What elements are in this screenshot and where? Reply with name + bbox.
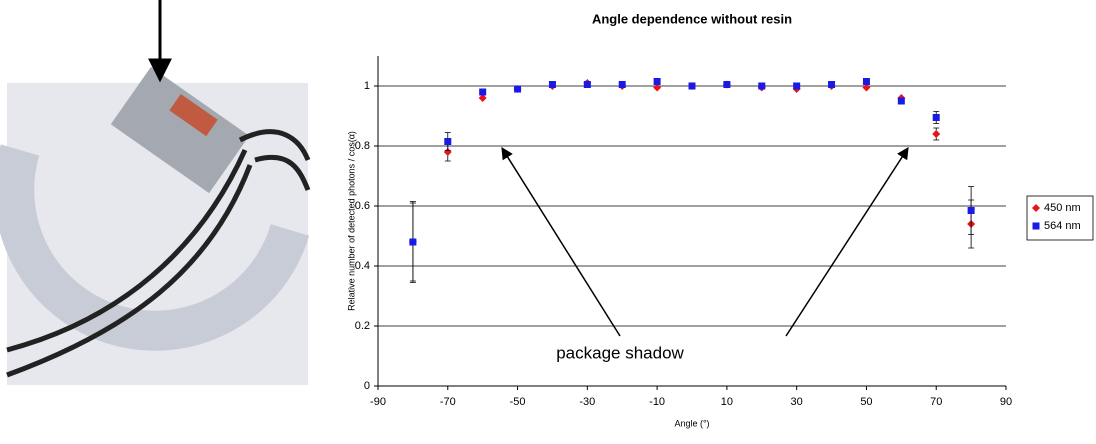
data-point xyxy=(932,130,941,138)
data-point xyxy=(897,97,905,105)
x-tick-label: 90 xyxy=(1000,396,1012,408)
x-tick-label: -10 xyxy=(649,396,665,408)
y-tick-label: 0 xyxy=(364,380,370,392)
data-point xyxy=(862,78,870,85)
legend-label: 450 nm xyxy=(1044,202,1081,214)
data-point xyxy=(478,94,487,102)
data-point xyxy=(548,81,556,88)
data-point xyxy=(479,88,487,96)
data-point xyxy=(862,83,871,92)
x-tick-label: -30 xyxy=(579,396,595,408)
data-point xyxy=(758,82,766,90)
y-tick-label: 0.6 xyxy=(355,200,370,212)
data-point xyxy=(514,85,522,93)
x-tick-label: -50 xyxy=(510,396,526,408)
data-point xyxy=(688,82,696,90)
data-point xyxy=(653,78,661,85)
legend-marker xyxy=(1032,222,1040,230)
annotation: package shadow xyxy=(556,343,684,362)
annotation-arrow xyxy=(501,146,621,337)
y-tick-label: 1 xyxy=(364,80,370,92)
data-point xyxy=(443,148,452,156)
x-axis-label: Angle (°) xyxy=(674,418,709,428)
y-tick-label: 0.8 xyxy=(355,140,370,152)
chart-title: Angle dependence without resin xyxy=(592,11,792,26)
y-axis-label: Relative number of detected photons / co… xyxy=(346,131,356,311)
data-point xyxy=(932,114,940,121)
annotation-arrow xyxy=(785,146,909,337)
photo xyxy=(0,66,311,385)
x-tick-label: 30 xyxy=(791,396,803,408)
y-tick-label: 0.2 xyxy=(355,320,370,332)
data-point xyxy=(409,238,417,246)
data-point xyxy=(444,138,452,145)
x-tick-label: -70 xyxy=(440,396,456,408)
x-tick-label: 70 xyxy=(930,396,942,408)
x-tick-label: -90 xyxy=(370,396,386,408)
data-point xyxy=(723,81,731,88)
legend-label: 564 nm xyxy=(1044,220,1081,232)
data-point xyxy=(828,81,836,88)
data-point xyxy=(583,81,591,88)
data-point xyxy=(618,81,626,88)
x-tick-label: 50 xyxy=(860,396,872,408)
data-point xyxy=(967,207,975,214)
data-point xyxy=(653,83,662,92)
data-point xyxy=(793,82,801,90)
y-tick-label: 0.4 xyxy=(355,260,370,272)
legend xyxy=(1026,195,1094,241)
legend-marker xyxy=(1032,204,1040,212)
x-tick-label: 10 xyxy=(721,396,733,408)
